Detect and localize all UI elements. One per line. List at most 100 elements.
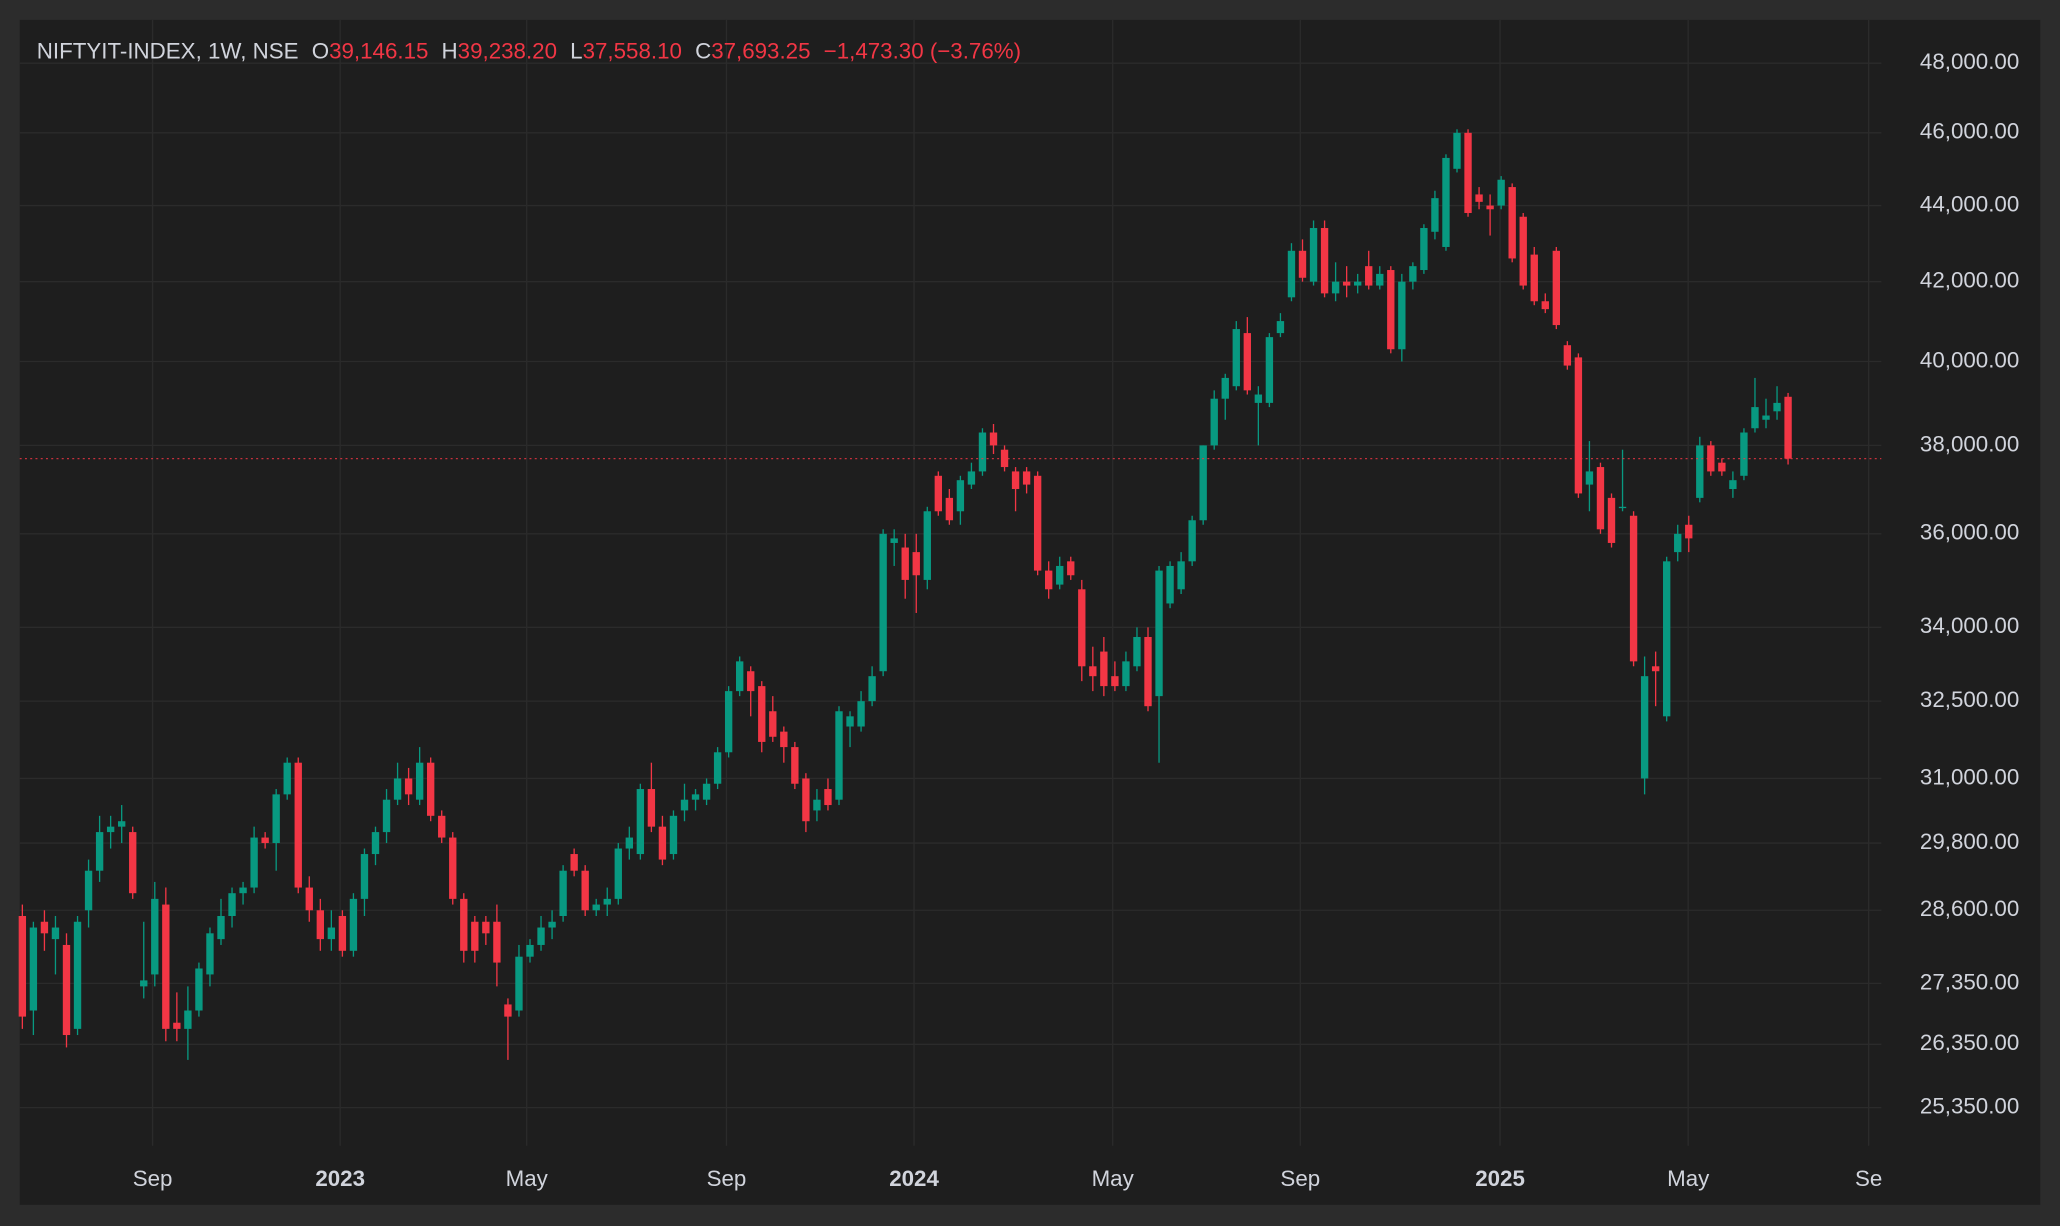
candle-body [1420,228,1428,271]
candle-body [151,898,159,975]
legend-field-value: 37,693.25 [711,39,810,64]
candle-body [1409,266,1417,282]
candle-body [283,762,291,795]
candle-body [548,921,556,928]
legend-title: NIFTYIT-INDEX, 1W, NSE [37,39,299,64]
legend-field-label: H [442,39,458,64]
candle-body [934,475,943,512]
candle-body [106,826,115,833]
candle-body [1563,345,1572,366]
candle-body [1464,132,1472,214]
candle-body [901,547,909,580]
candle-body [758,686,766,742]
candle-body [614,848,622,899]
candle-body [1707,445,1715,472]
candle-body [140,980,148,987]
grid [19,19,1882,1146]
candle-body [1100,651,1108,687]
x-tick-label: Sep [133,1166,173,1191]
candle-body [658,826,667,860]
candle-body [84,870,93,911]
candle-body [1475,194,1483,202]
candle-body [195,968,203,1011]
y-tick-label: 26,350.00 [1920,1030,2019,1055]
candle-body [327,927,336,940]
y-tick-label: 48,000.00 [1920,49,2019,74]
candle-body [835,711,843,800]
candle-body [1276,321,1285,334]
candle-body [1740,432,1748,476]
candle-body [393,778,402,800]
candle-body [636,789,645,855]
y-tick-label: 29,800.00 [1920,829,2019,854]
candle-body [228,893,236,917]
legend-field-label: L [570,39,582,64]
candle-body [802,778,810,822]
candle-body [217,916,225,940]
candle-body [1607,497,1616,543]
x-tick-label: 2025 [1475,1166,1525,1191]
candle-body [29,927,38,1011]
candle-body [305,887,313,911]
candle-body [371,832,380,855]
candle-body [846,716,854,727]
candle-body [1177,561,1185,590]
candle-body [1552,250,1561,326]
candle-body [1078,589,1086,667]
candle-body [592,904,600,911]
candle-body [581,870,589,911]
x-tick-label: Se [1855,1166,1882,1191]
candle-body [184,1010,192,1029]
candle-body [1320,228,1329,294]
candle-body [1376,273,1384,286]
legend-field-label: C [695,39,711,64]
candle-body [1508,187,1516,259]
candle-body [1365,266,1373,286]
x-tick-label: May [1667,1166,1710,1191]
candle-body [724,691,733,753]
candle-body [967,471,976,485]
candle-body [1596,467,1605,530]
candle-body [1729,480,1737,490]
candle-body [1011,471,1020,490]
candle-body [989,432,998,446]
x-tick-label: Sep [707,1166,747,1191]
x-tick-label: May [506,1166,549,1191]
y-tick-label: 36,000.00 [1920,520,2019,545]
candle-body [1022,471,1031,485]
candle-body [824,789,832,806]
candle-body [956,480,965,512]
candle-body [1640,676,1649,779]
y-tick-label: 31,000.00 [1920,764,2019,789]
candle-body [404,778,413,795]
candle-body [18,916,27,1017]
candle-body [1574,357,1583,494]
candle-body [162,904,170,1029]
legend-field-value: 39,146.15 [329,39,428,64]
candle-body [360,854,369,899]
candle-body [1453,132,1461,169]
candle-body [1188,520,1196,562]
candle-body [1618,506,1627,509]
candle-body [1497,179,1505,206]
candle-body [702,783,711,800]
candle-body [647,789,656,827]
y-tick-label: 32,500.00 [1920,687,2019,712]
candle-body [1155,570,1163,697]
candle-body [1696,445,1704,498]
candle-body [1530,254,1538,302]
candle-body [1122,661,1130,687]
candle-body [206,933,214,975]
candle-body [813,799,821,811]
candle-body [1718,462,1726,472]
candle-body [1199,445,1207,521]
candle-body [73,921,82,1029]
candle-body [40,921,49,934]
candle-body [173,1022,181,1029]
candle-body [713,752,722,784]
candle-body [51,927,60,940]
candle-body [1685,524,1693,539]
y-tick-label: 44,000.00 [1920,191,2019,216]
candle-body [570,854,578,871]
candle-body [1773,402,1781,412]
